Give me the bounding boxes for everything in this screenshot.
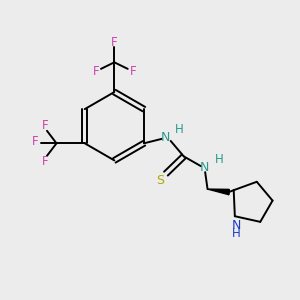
Text: F: F [111, 36, 118, 49]
Text: N: N [200, 161, 209, 174]
Text: N: N [160, 131, 170, 145]
Text: H: H [175, 122, 184, 136]
Text: F: F [42, 119, 49, 132]
Text: N: N [232, 219, 241, 232]
Polygon shape [208, 189, 229, 195]
Text: H: H [232, 227, 241, 240]
Text: F: F [129, 65, 136, 78]
Text: F: F [42, 154, 49, 168]
Text: F: F [32, 135, 38, 148]
Text: S: S [157, 174, 165, 187]
Text: H: H [214, 153, 223, 166]
Text: F: F [93, 65, 99, 78]
